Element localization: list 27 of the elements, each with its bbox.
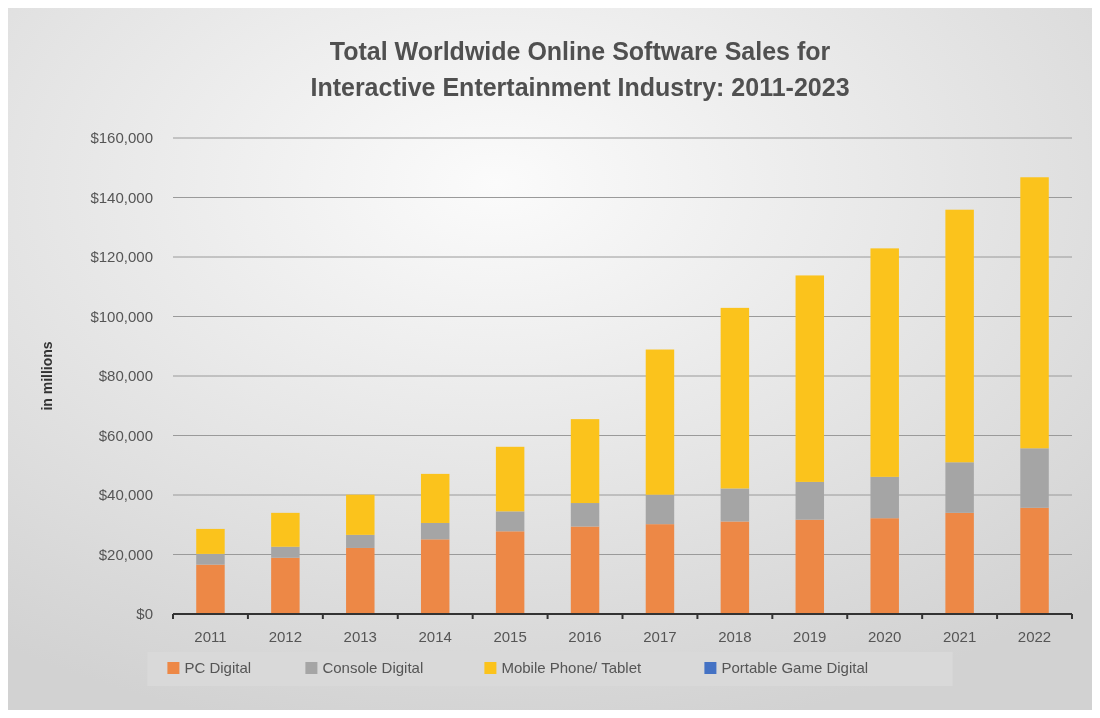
y-tick-label: $140,000 [90, 188, 153, 206]
y-tick-label: $120,000 [90, 248, 153, 266]
y-tick-label: $160,000 [90, 129, 153, 147]
x-tick-label: 2013 [343, 628, 377, 645]
x-tick-label: 2017 [643, 628, 677, 645]
y-tick-label: $20,000 [98, 545, 153, 563]
x-tick-label: 2021 [942, 628, 977, 645]
x-tick-label: 2022 [1017, 628, 1052, 645]
x-tick-label: 2020 [868, 628, 902, 645]
x-tick-label: 2018 [718, 628, 752, 645]
chart-title: Total Worldwide Online Software Sales for Interactive Entertainment Industry: 2011-2023 [310, 37, 850, 101]
legend-label: Portable Game Digital [721, 659, 869, 677]
y-tick-label: $100,000 [90, 307, 153, 325]
x-tick-label: 2015 [493, 628, 527, 645]
y-tick-label: $80,000 [98, 367, 153, 385]
y-tick-label: $40,000 [98, 486, 153, 504]
legend-label: Console Digital [322, 659, 424, 677]
x-tick-label: 2019 [793, 628, 827, 645]
x-tick-label: 2012 [268, 628, 303, 645]
legend-label: Mobile Phone/ Tablet [501, 659, 643, 677]
x-tick-label: 2014 [418, 628, 452, 645]
x-tick-label: 2011 [194, 628, 227, 645]
y-axis-title: in millions [39, 341, 55, 411]
y-tick-label: $0 [136, 605, 153, 623]
x-tick-label: 2016 [568, 628, 602, 645]
legend-label: PC Digital [184, 659, 252, 677]
y-tick-label: $60,000 [98, 426, 153, 444]
